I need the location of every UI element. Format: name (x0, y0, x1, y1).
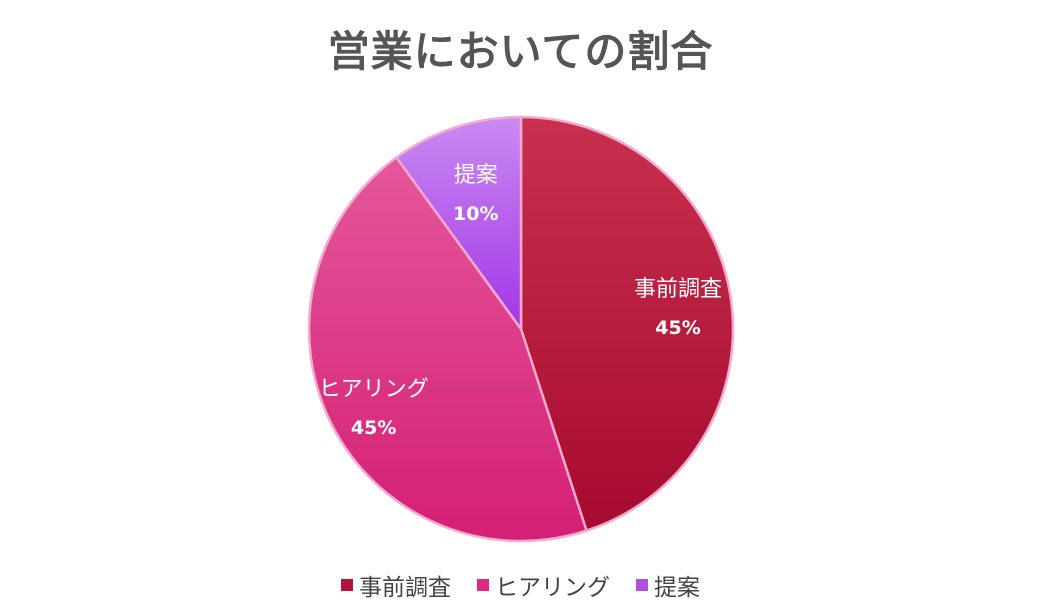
legend-swatch (341, 579, 353, 591)
legend-label: ヒアリング (495, 575, 610, 601)
slice-label: 提案 (454, 163, 498, 188)
slice-value-label: 45% (351, 417, 396, 439)
legend-label: 提案 (654, 575, 700, 601)
legend-item: 事前調査 (341, 568, 451, 602)
legend: 事前調査 ヒアリング 提案 (0, 568, 1041, 602)
slice-label: ヒアリング (319, 377, 429, 402)
chart-title: 営業においての割合 (327, 27, 714, 76)
legend-swatch (477, 579, 489, 591)
legend-label: 事前調査 (359, 575, 451, 601)
pie-slice (519, 115, 735, 532)
slice-value-label: 10% (453, 203, 498, 225)
slice-label: 事前調査 (634, 277, 722, 302)
legend-item: ヒアリング (477, 568, 610, 602)
legend-swatch (636, 579, 648, 591)
slice-value-label: 45% (655, 317, 700, 339)
legend-item: 提案 (636, 568, 700, 602)
pie-slice (307, 156, 588, 543)
pie-slice (395, 115, 523, 331)
